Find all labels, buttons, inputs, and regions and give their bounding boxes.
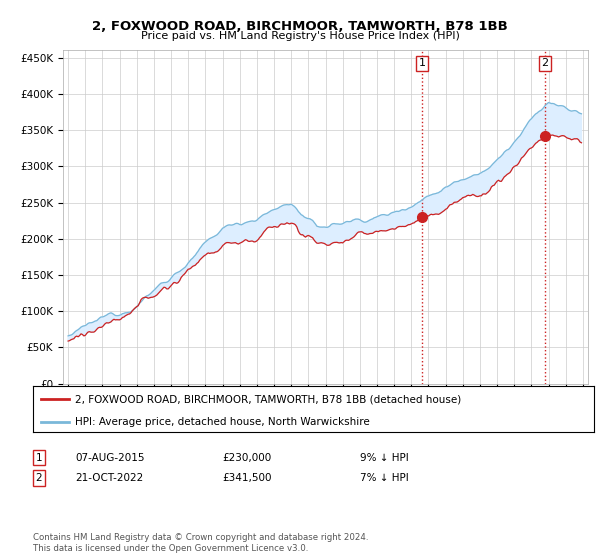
Text: 2: 2 (35, 473, 43, 483)
Text: HPI: Average price, detached house, North Warwickshire: HPI: Average price, detached house, Nort… (75, 417, 370, 427)
Text: Contains HM Land Registry data © Crown copyright and database right 2024.
This d: Contains HM Land Registry data © Crown c… (33, 533, 368, 553)
Text: 1: 1 (35, 452, 43, 463)
Text: 2, FOXWOOD ROAD, BIRCHMOOR, TAMWORTH, B78 1BB (detached house): 2, FOXWOOD ROAD, BIRCHMOOR, TAMWORTH, B7… (75, 394, 461, 404)
Text: 7% ↓ HPI: 7% ↓ HPI (360, 473, 409, 483)
Text: 9% ↓ HPI: 9% ↓ HPI (360, 452, 409, 463)
Text: £341,500: £341,500 (222, 473, 271, 483)
Text: 2, FOXWOOD ROAD, BIRCHMOOR, TAMWORTH, B78 1BB: 2, FOXWOOD ROAD, BIRCHMOOR, TAMWORTH, B7… (92, 20, 508, 32)
Text: Price paid vs. HM Land Registry's House Price Index (HPI): Price paid vs. HM Land Registry's House … (140, 31, 460, 41)
Text: 21-OCT-2022: 21-OCT-2022 (75, 473, 143, 483)
Text: £230,000: £230,000 (222, 452, 271, 463)
Text: 1: 1 (419, 58, 425, 68)
Text: 2: 2 (542, 58, 548, 68)
Text: 07-AUG-2015: 07-AUG-2015 (75, 452, 145, 463)
